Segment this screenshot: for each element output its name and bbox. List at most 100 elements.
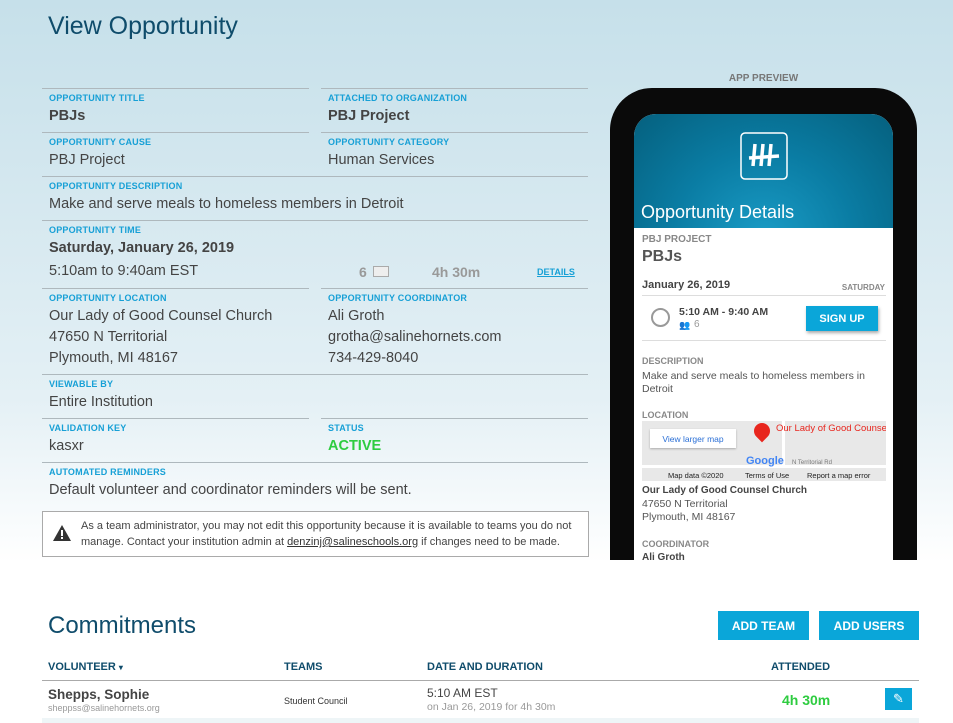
column-volunteer[interactable]: VOLUNTEER ▾: [48, 661, 123, 673]
add-team-button[interactable]: ADD TEAM: [718, 611, 809, 640]
add-users-button[interactable]: ADD USERS: [819, 611, 919, 640]
google-logo: Google: [746, 455, 784, 467]
value: PBJ Project: [49, 152, 125, 168]
value: Human Services: [328, 152, 435, 168]
field-reminders: AUTOMATED REMINDERS Default volunteer and…: [42, 462, 588, 506]
value: Our Lady of Good Counsel Church: [49, 308, 273, 324]
label: OPPORTUNITY LOCATION: [49, 293, 167, 303]
field-validation: VALIDATION KEY kasxr: [42, 418, 309, 462]
value: PBJ Project: [328, 108, 410, 124]
preview-shift: 5:10 AM - 9:40 AM 👥 6 SIGN UP: [642, 295, 886, 341]
permission-notice: As a team administrator, you may not edi…: [42, 511, 589, 557]
sort-caret-icon: ▾: [118, 663, 123, 672]
status-badge: ACTIVE: [328, 438, 382, 454]
phone-preview: Opportunity Details PBJ PROJECT PBJs Jan…: [610, 88, 917, 568]
road-label: N Territorial Rd: [792, 460, 832, 466]
details-link[interactable]: DETAILS: [537, 267, 575, 277]
label: OPPORTUNITY COORDINATOR: [328, 293, 468, 303]
field-status: STATUS ACTIVE: [321, 418, 588, 462]
commit-detail: on Jan 26, 2019 for 4h 30m: [427, 701, 556, 713]
id-card-icon: [373, 266, 389, 277]
report-map-error-link[interactable]: Report a map error: [807, 471, 871, 480]
preview-desc: Make and serve meals to homeless members…: [642, 370, 865, 395]
slots-count: 6: [359, 264, 367, 280]
field-location: OPPORTUNITY LOCATION Our Lady of Good Cou…: [42, 288, 309, 374]
label: AUTOMATED REMINDERS: [49, 467, 166, 477]
column-date: DATE AND DURATION: [427, 661, 543, 673]
map-data: Map data ©2020: [668, 471, 724, 480]
preview-header: Opportunity Details: [634, 114, 893, 228]
field-viewable: VIEWABLE BY Entire Institution: [42, 374, 588, 418]
label: OPPORTUNITY TIME: [49, 225, 142, 235]
volunteer-name: Shepps, Sophie: [48, 687, 150, 702]
label: OPPORTUNITY CATEGORY: [328, 137, 450, 147]
value: Ali Groth: [328, 308, 385, 324]
field-description: OPPORTUNITY DESCRIPTION Make and serve me…: [42, 176, 588, 220]
preview-coord-name: Ali Groth: [642, 552, 685, 563]
preview-header-title: Opportunity Details: [641, 202, 795, 222]
label: OPPORTUNITY TITLE: [49, 93, 145, 103]
preview-weekday: SATURDAY: [841, 283, 885, 292]
field-coordinator: OPPORTUNITY COORDINATOR Ali Groth grotha@s…: [321, 288, 588, 374]
map[interactable]: View larger map Our Lady of Good Counsel…: [642, 421, 886, 481]
people-icon: 👥: [679, 320, 691, 330]
field-cause: OPPORTUNITY CAUSE PBJ Project: [42, 132, 309, 176]
attended-hours: 4h 30m: [782, 692, 831, 708]
preview-date: January 26, 2019: [642, 279, 731, 291]
volunteer-email: sheppss@salinehornets.org: [48, 703, 160, 713]
commit-time: 5:10 AM EST: [427, 686, 498, 700]
notice-text: As a team administrator, you may not edi…: [81, 520, 572, 548]
value: Make and serve meals to homeless members…: [49, 196, 404, 212]
preview-loc-street: 47650 N Territorial: [642, 498, 728, 510]
field-org: ATTACHED TO ORGANIZATION PBJ Project: [321, 88, 588, 132]
preview-loc-label: LOCATION: [642, 410, 689, 420]
phone-screen: Opportunity Details PBJ PROJECT PBJs Jan…: [634, 114, 893, 564]
page-title: View Opportunity: [48, 12, 238, 40]
view-larger-map-link[interactable]: View larger map: [650, 429, 736, 448]
radio-icon[interactable]: [651, 308, 670, 327]
column-attended: ATTENDED: [771, 661, 831, 673]
preview-loc-city: Plymouth, MI 48167: [642, 511, 736, 523]
preview-org: PBJ PROJECT: [642, 234, 712, 245]
label: OPPORTUNITY CAUSE: [49, 137, 152, 147]
commitments-section: [0, 560, 953, 723]
value: 734-429-8040: [328, 350, 419, 366]
label: ATTACHED TO ORGANIZATION: [328, 93, 468, 103]
label: VALIDATION KEY: [49, 423, 127, 433]
edit-icon[interactable]: ✎: [885, 688, 912, 710]
map-pin-label: Our Lady of Good Counsel Catholic Church: [776, 423, 886, 434]
preview-coord-label: COORDINATOR: [642, 539, 710, 549]
warning-icon: [53, 525, 71, 541]
sign-up-button[interactable]: SIGN UP: [806, 306, 878, 331]
time-date: Saturday, January 26, 2019: [49, 240, 235, 256]
time-range: 5:10am to 9:40am EST: [49, 263, 199, 279]
field-time: OPPORTUNITY TIME Saturday, January 26, 2…: [42, 220, 588, 288]
label: OPPORTUNITY DESCRIPTION: [49, 181, 183, 191]
value: PBJs: [49, 108, 86, 124]
team: Student Council: [284, 696, 348, 706]
duration: 4h 30m: [432, 264, 481, 280]
shift-slots: 6: [694, 319, 700, 330]
value: Default volunteer and coordinator remind…: [49, 482, 412, 498]
field-title: OPPORTUNITY TITLE PBJs: [42, 88, 309, 132]
label: VIEWABLE BY: [49, 379, 114, 389]
commitments-title: Commitments: [48, 612, 197, 639]
preview-desc-label: DESCRIPTION: [642, 356, 704, 366]
admin-email-link[interactable]: denzinj@salineschools.org: [287, 536, 419, 548]
map-pin-icon: [750, 421, 774, 443]
value: Entire Institution: [49, 394, 153, 410]
column-label: VOLUNTEER: [48, 661, 116, 673]
column-teams: TEAMS: [284, 661, 323, 673]
notice-text: if changes need to be made.: [418, 536, 560, 548]
value: grotha@salinehornets.com: [328, 329, 502, 345]
terms-link[interactable]: Terms of Use: [745, 471, 790, 480]
label: STATUS: [328, 423, 364, 433]
preview-title: PBJs: [642, 248, 683, 265]
preview-loc-name: Our Lady of Good Counsel Church: [642, 485, 807, 496]
value: Plymouth, MI 48167: [49, 350, 178, 366]
table-row: Shepps, Sophie sheppss@salinehornets.org…: [42, 681, 919, 718]
value: kasxr: [49, 438, 84, 454]
field-category: OPPORTUNITY CATEGORY Human Services: [321, 132, 588, 176]
logo-icon: [740, 132, 788, 180]
shift-time: 5:10 AM - 9:40 AM: [679, 306, 769, 318]
